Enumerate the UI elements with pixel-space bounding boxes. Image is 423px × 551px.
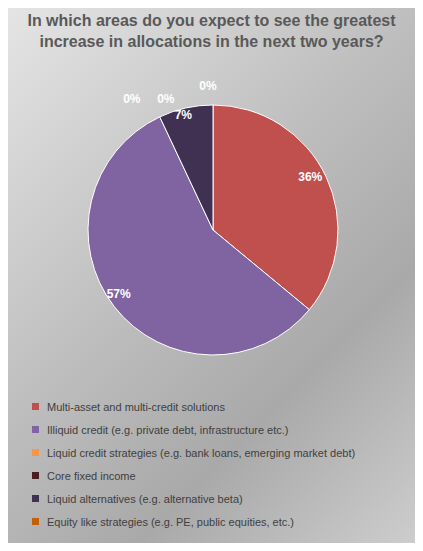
svg-text:36%: 36%: [298, 170, 322, 184]
svg-text:7%: 7%: [175, 108, 193, 122]
html-text:Core fixed income: Core fixed income: [47, 469, 136, 482]
svg-text:0%: 0%: [199, 79, 217, 93]
html-text:Multi-asset and multi-credit s: Multi-asset and multi-credit solutions: [47, 400, 225, 413]
html-text:Illiquid credit (e.g. private: Illiquid credit (e.g. private debt, infr…: [47, 423, 289, 436]
svg-text:0%: 0%: [123, 92, 141, 106]
html-text:In which areas do you expect t: In which areas do you expect to see the …: [27, 12, 396, 50]
svg-text:57%: 57%: [107, 287, 131, 301]
html-text:Liquid alternatives (e.g. alte: Liquid alternatives (e.g. alternative be…: [47, 492, 243, 505]
svg-text:0%: 0%: [157, 92, 175, 106]
html-text:Liquid credit strategies (e.g.: Liquid credit strategies (e.g. bank loan…: [47, 446, 356, 459]
html-text:Equity like strategies (e.g. P: Equity like strategies (e.g. PE, public …: [47, 515, 294, 528]
